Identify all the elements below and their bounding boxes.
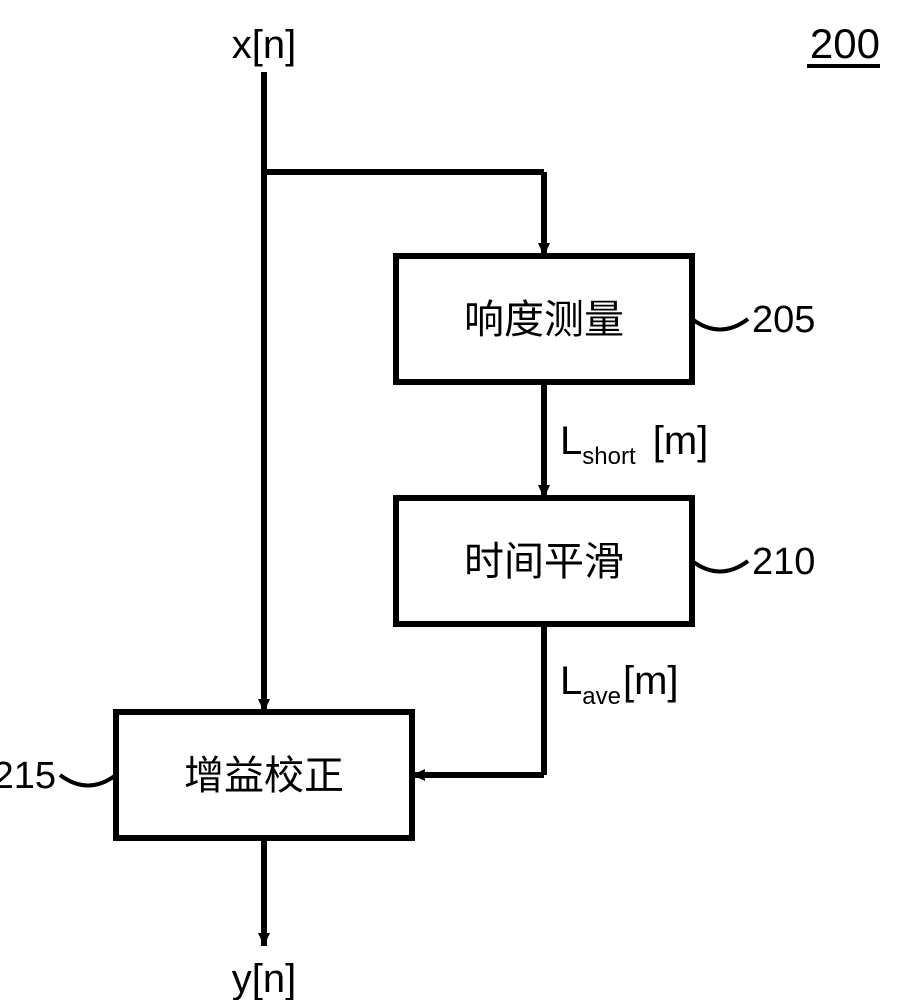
ref-label-205: 205 xyxy=(752,299,815,341)
ref-lead-r215 xyxy=(60,775,116,786)
ref-lead-r205 xyxy=(692,319,748,330)
l-short-label: Lshort [m] xyxy=(560,419,708,470)
ref-label-215: 215 xyxy=(0,755,56,797)
node-label-b210: 时间平滑 xyxy=(464,540,624,584)
figure-number: 200 xyxy=(810,20,880,67)
ref-lead-r210 xyxy=(692,561,748,572)
node-label-b215: 增益校正 xyxy=(184,754,344,798)
output-label: y[n] xyxy=(232,957,296,1000)
node-label-b205: 响度测量 xyxy=(464,298,624,342)
l-ave-label: Lave[m] xyxy=(560,659,679,710)
input-label: x[n] xyxy=(232,23,296,67)
ref-label-210: 210 xyxy=(752,541,815,583)
